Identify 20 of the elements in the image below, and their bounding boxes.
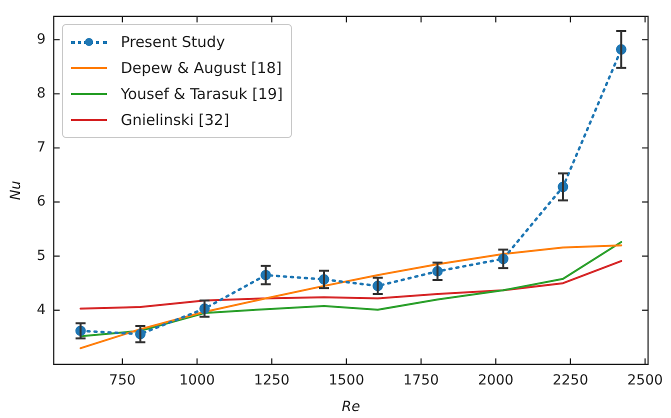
- legend-label: Gnielinski [32]: [120, 111, 230, 130]
- x-tick-label: 1750: [403, 372, 439, 388]
- y-tick-label: 9: [36, 31, 46, 48]
- x-tick-label: 1500: [328, 372, 364, 388]
- legend-label: Present Study: [120, 33, 226, 52]
- x-axis-title: Re: [342, 399, 360, 416]
- y-tick-label: 7: [36, 140, 46, 156]
- y-tick-label: 6: [36, 194, 46, 210]
- y-tick-label: 5: [36, 248, 46, 264]
- y-axis-title: Nu: [8, 180, 24, 200]
- x-tick-label: 750: [109, 372, 136, 388]
- x-tick-label: 1000: [179, 372, 215, 388]
- x-tick-label: 2500: [627, 372, 663, 388]
- y-tick-label: 4: [36, 302, 46, 318]
- y-tick-label: 8: [36, 85, 46, 102]
- x-tick-label: 2250: [552, 372, 588, 388]
- x-tick-label: 2000: [478, 372, 514, 388]
- x-tick-label: 1250: [254, 372, 290, 388]
- legend-label: Depew & August [18]: [120, 59, 282, 78]
- legend-label: Yousef & Tarasuk [19]: [120, 85, 283, 104]
